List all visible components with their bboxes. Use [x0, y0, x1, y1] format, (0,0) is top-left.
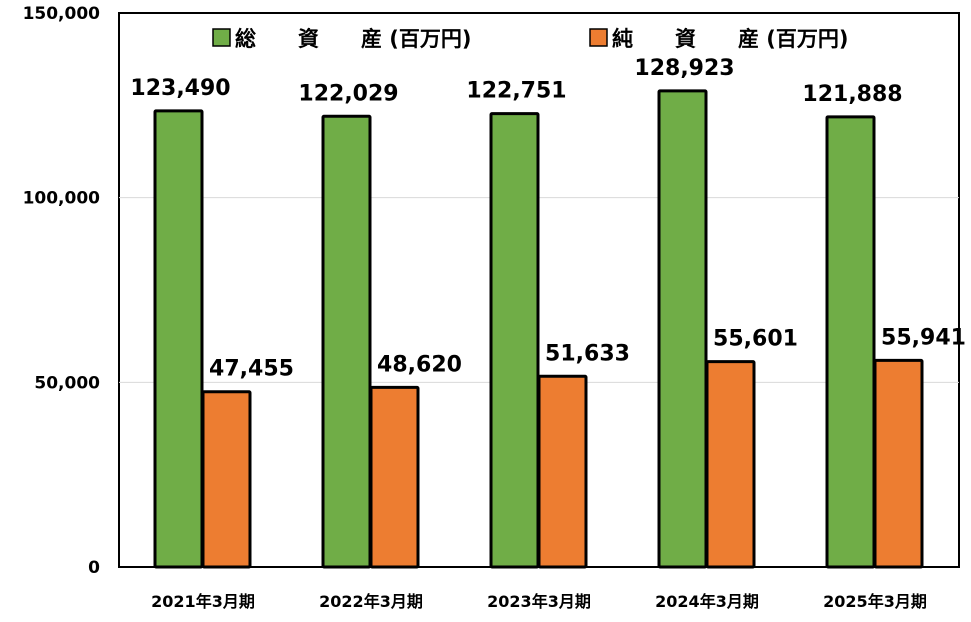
- data-label: 128,923: [634, 56, 734, 81]
- data-label: 47,455: [209, 357, 294, 382]
- bar-total-assets: [825, 115, 876, 569]
- bar-net-assets: [369, 385, 420, 569]
- data-label: 122,751: [466, 79, 566, 104]
- data-labels: 123,490 47,455 122,029 48,620 122,751 51,633 1…: [130, 56, 966, 382]
- x-category-label: 2025年3月期: [823, 592, 927, 611]
- bar-net-assets: [873, 358, 924, 569]
- data-label: 121,888: [802, 82, 902, 107]
- bar-total-assets: [657, 89, 708, 569]
- bar-total-assets: [153, 109, 204, 569]
- data-label: 122,029: [298, 81, 398, 106]
- legend-swatch-total-assets: [212, 28, 231, 47]
- bar-total-assets: [321, 114, 372, 569]
- legend-label-total-assets: 総 資 産 (百万円): [235, 27, 472, 51]
- x-axis: 2021年3月期 2022年3月期 2023年3月期 2024年3月期 2025年3月期: [151, 592, 927, 611]
- x-category-label: 2021年3月期: [151, 592, 255, 611]
- legend: 総 資 産 (百万円) 純 資 産 (百万円): [212, 27, 849, 51]
- x-category-label: 2022年3月期: [319, 592, 423, 611]
- x-category-label: 2023年3月期: [487, 592, 591, 611]
- y-tick-label: 150,000: [23, 4, 101, 24]
- bar-total-assets: [489, 112, 540, 569]
- bar-net-assets: [537, 374, 588, 569]
- y-axis: 0 50,000 100,000 150,000: [23, 4, 101, 578]
- data-label: 51,633: [545, 341, 630, 366]
- legend-label-net-assets: 純 資 産 (百万円): [612, 27, 849, 51]
- y-tick-label: 0: [88, 558, 100, 578]
- bar-net-assets: [705, 360, 756, 569]
- bar-net-assets: [201, 390, 252, 569]
- y-tick-label: 100,000: [23, 189, 101, 209]
- data-label: 123,490: [130, 76, 230, 101]
- legend-swatch-net-assets: [589, 28, 608, 47]
- y-tick-label: 50,000: [34, 373, 100, 393]
- x-category-label: 2024年3月期: [655, 592, 759, 611]
- data-label: 55,941: [881, 325, 966, 350]
- bars: [153, 89, 924, 569]
- data-label: 55,601: [713, 327, 798, 352]
- data-label: 48,620: [377, 352, 462, 377]
